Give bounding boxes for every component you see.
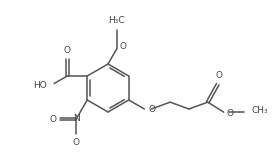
Text: O: O [120, 42, 127, 51]
Text: HO: HO [34, 81, 47, 90]
Text: N: N [73, 113, 80, 123]
Text: O: O [148, 104, 155, 113]
Text: O: O [73, 138, 80, 147]
Text: H₃C: H₃C [108, 16, 124, 25]
Text: O: O [49, 114, 56, 123]
Text: CH₃: CH₃ [252, 106, 268, 115]
Text: O: O [215, 71, 222, 80]
Text: O: O [64, 46, 71, 55]
Text: O: O [227, 109, 234, 118]
